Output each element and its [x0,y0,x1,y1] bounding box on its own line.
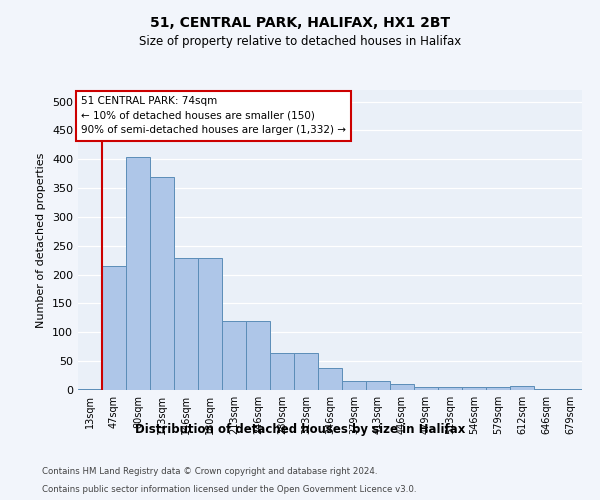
Text: Contains HM Land Registry data © Crown copyright and database right 2024.: Contains HM Land Registry data © Crown c… [42,468,377,476]
Bar [342,381,366,390]
Bar [438,386,462,390]
Bar [366,381,390,390]
Bar [294,352,318,390]
Text: Size of property relative to detached houses in Halifax: Size of property relative to detached ho… [139,35,461,48]
Bar [102,266,126,390]
Bar [558,389,582,390]
Bar [150,176,174,390]
Bar [390,384,414,390]
Bar [270,352,294,390]
Bar [222,321,246,390]
Text: 51, CENTRAL PARK, HALIFAX, HX1 2BT: 51, CENTRAL PARK, HALIFAX, HX1 2BT [150,16,450,30]
Text: 51 CENTRAL PARK: 74sqm
← 10% of detached houses are smaller (150)
90% of semi-de: 51 CENTRAL PARK: 74sqm ← 10% of detached… [81,96,346,136]
Bar [246,321,270,390]
Bar [126,158,150,390]
Bar [318,368,342,390]
Text: Distribution of detached houses by size in Halifax: Distribution of detached houses by size … [135,422,465,436]
Bar [462,386,486,390]
Bar [198,258,222,390]
Bar [174,258,198,390]
Text: Contains public sector information licensed under the Open Government Licence v3: Contains public sector information licen… [42,485,416,494]
Bar [534,389,558,390]
Bar [510,386,534,390]
Bar [78,389,102,390]
Bar [486,386,510,390]
Y-axis label: Number of detached properties: Number of detached properties [37,152,46,328]
Bar [414,386,438,390]
